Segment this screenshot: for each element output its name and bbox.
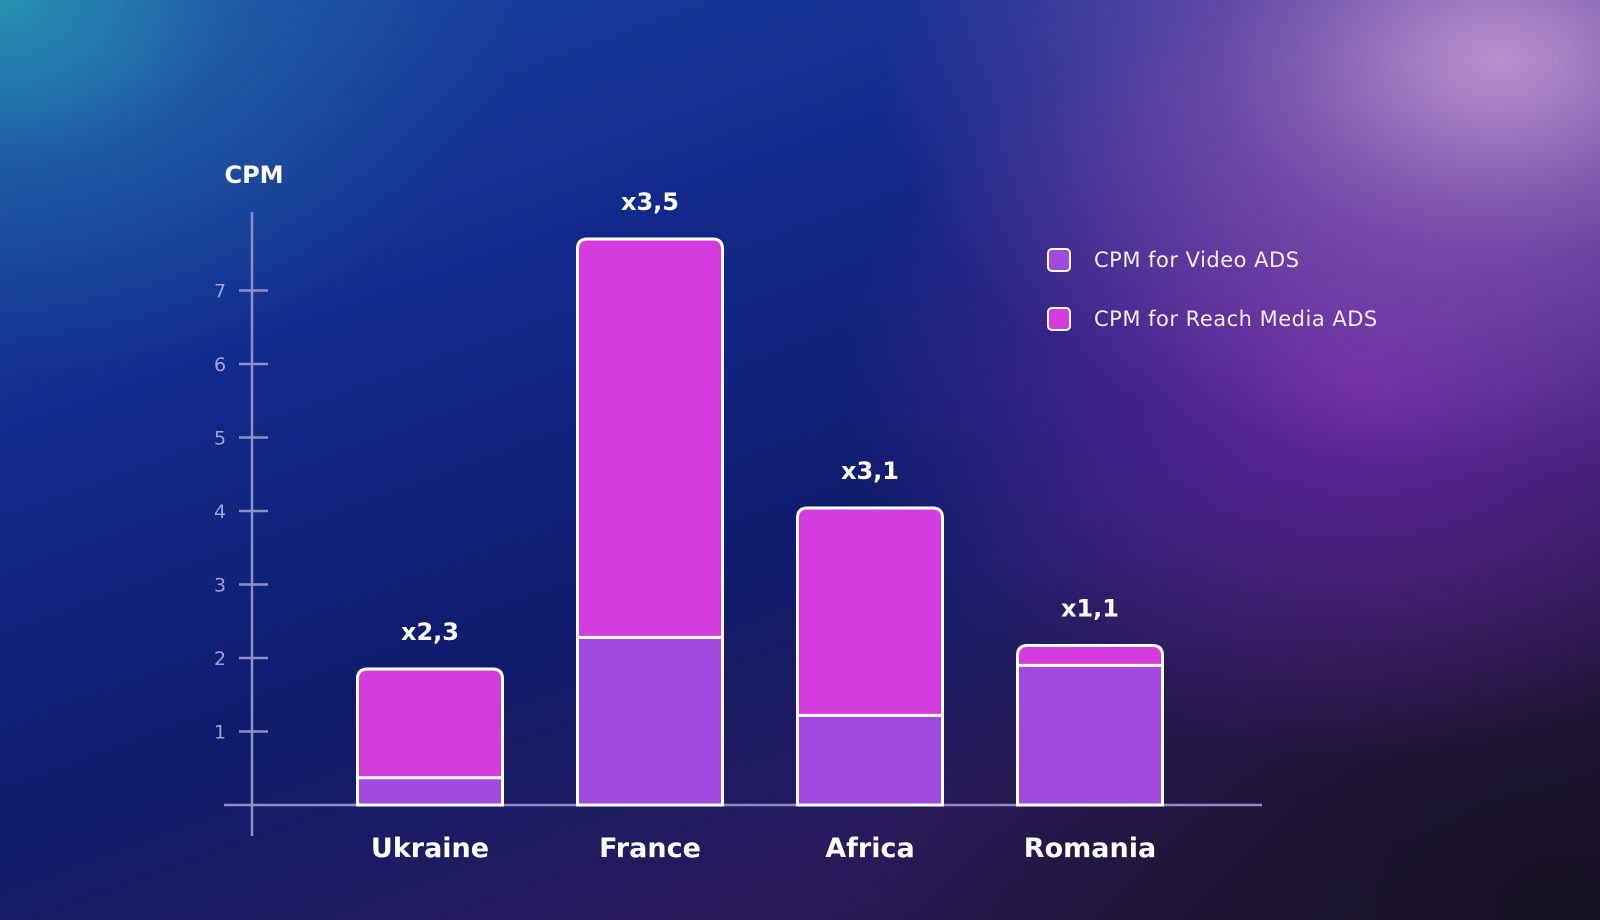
bar-video-ads (357, 777, 503, 805)
bar-annotations: x2,3 x3,5 x3,1 x1,1 (401, 188, 1119, 646)
y-tick-label: 6 (214, 354, 226, 376)
bar-reach-media-ads (1017, 645, 1163, 666)
bar-outline (796, 506, 944, 807)
bar-multiplier-label: x3,5 (621, 188, 679, 216)
legend-item-video-ads: CPM for Video ADS (1047, 246, 1378, 274)
x-axis-labels: Ukraine France Africa Romania (371, 833, 1156, 864)
bar-outline (356, 667, 504, 807)
legend-swatch-reach-media-ads (1047, 307, 1071, 331)
chart-legend: CPM for Video ADS CPM for Reach Media AD… (1047, 246, 1378, 364)
bar-stack-africa (796, 506, 944, 807)
y-tick-label: 4 (214, 501, 226, 523)
x-tick-label: Ukraine (371, 833, 489, 864)
bar-video-ads (577, 637, 723, 805)
bar-reach-media-ads (357, 669, 503, 778)
bar-stack-ukraine (356, 667, 504, 807)
bar-stack-france (576, 237, 724, 807)
y-tick-label: 2 (214, 648, 226, 670)
x-tick-label: France (599, 833, 701, 864)
y-axis-ticks: 1 2 3 4 5 6 7 (214, 281, 268, 744)
x-tick-label: Romania (1024, 833, 1156, 864)
bar-reach-media-ads (797, 508, 943, 716)
y-tick-label: 1 (214, 722, 226, 744)
bar-outline (1016, 644, 1164, 807)
bar-multiplier-label: x1,1 (1061, 595, 1119, 623)
y-tick-label: 7 (214, 281, 226, 303)
bar-stack-romania (1016, 644, 1164, 807)
legend-item-reach-media-ads: CPM for Reach Media ADS (1047, 305, 1378, 333)
legend-swatch-video-ads (1047, 248, 1071, 272)
x-tick-label: Africa (825, 833, 914, 864)
y-axis-title: CPM (224, 161, 283, 189)
bar-multiplier-label: x3,1 (841, 457, 899, 485)
bar-outline (576, 237, 724, 807)
legend-label-reach-media-ads: CPM for Reach Media ADS (1094, 307, 1378, 331)
bar-video-ads (1017, 665, 1163, 805)
chart-bars (356, 237, 1164, 807)
y-tick-label: 5 (214, 428, 226, 450)
y-tick-label: 3 (214, 575, 226, 597)
bar-multiplier-label: x2,3 (401, 618, 459, 646)
bar-reach-media-ads (577, 239, 723, 638)
bar-video-ads (797, 715, 943, 805)
legend-label-video-ads: CPM for Video ADS (1094, 248, 1300, 272)
